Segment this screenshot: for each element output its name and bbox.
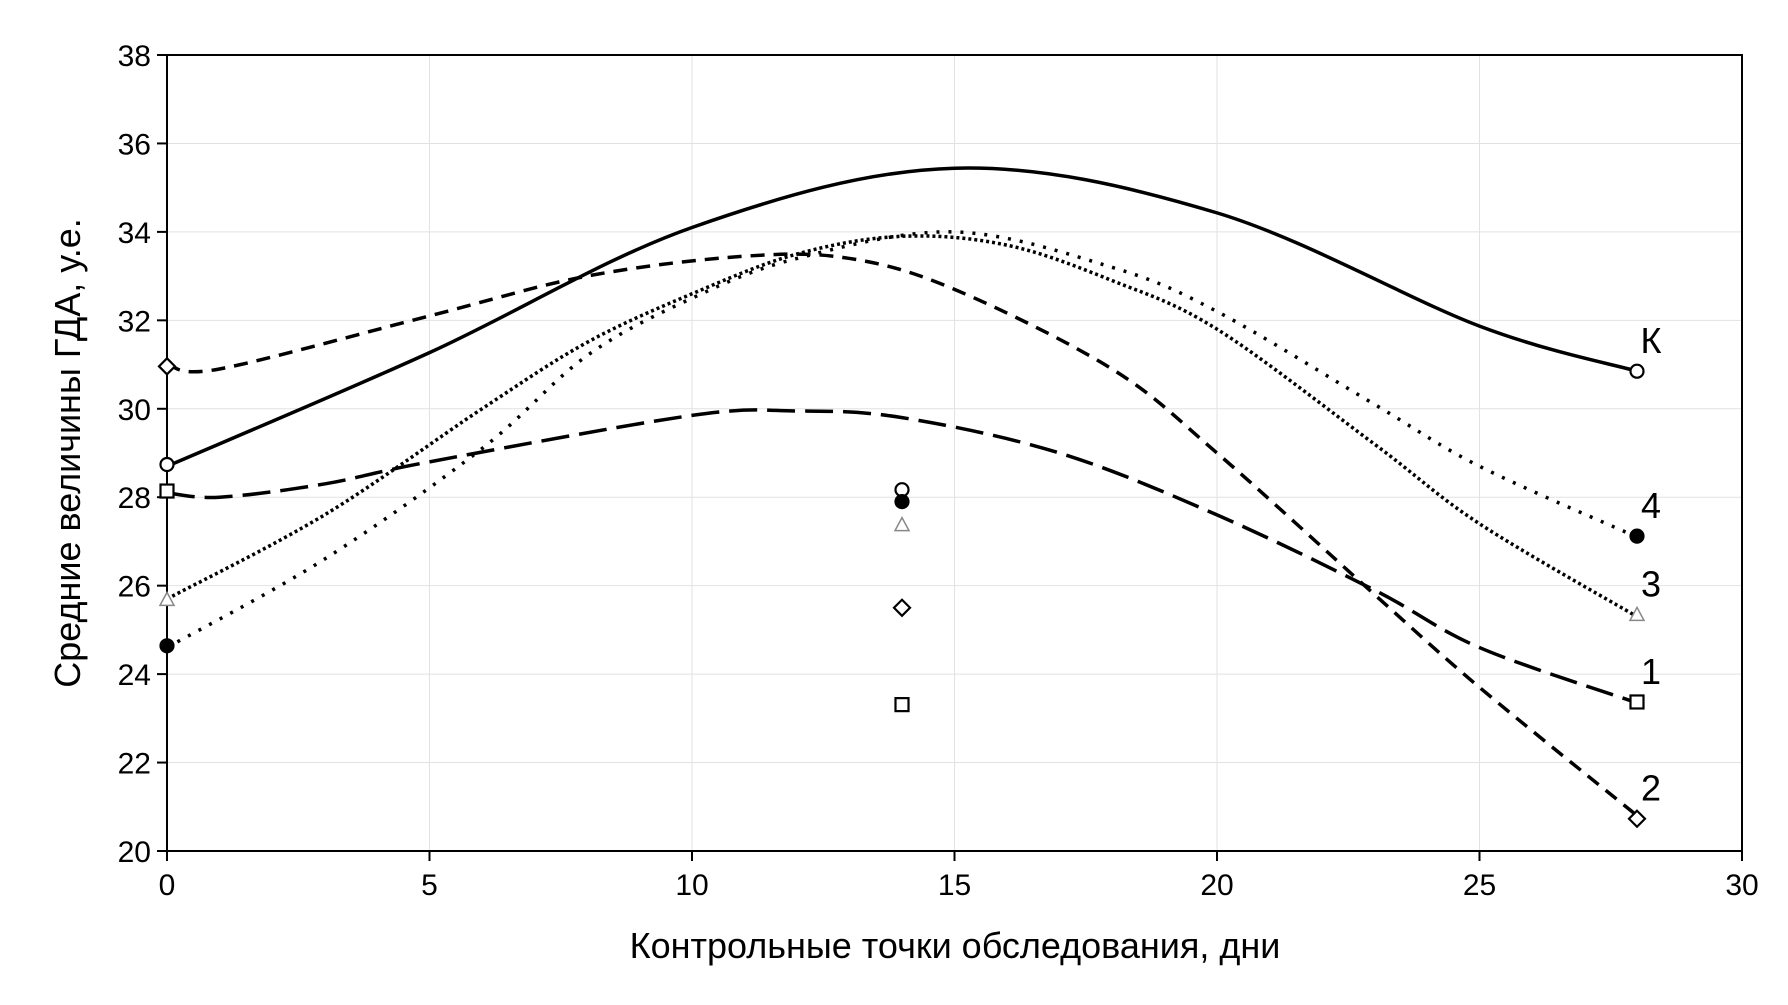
series-label: 3 bbox=[1641, 563, 1661, 604]
marker bbox=[894, 697, 910, 713]
marker bbox=[892, 598, 912, 618]
marker bbox=[157, 356, 177, 376]
series-label: К bbox=[1641, 320, 1662, 361]
y-tick-label: 30 bbox=[118, 394, 151, 427]
series-line bbox=[166, 408, 1638, 705]
y-tick-label: 34 bbox=[118, 217, 151, 250]
marker bbox=[893, 516, 911, 532]
marker bbox=[894, 494, 910, 510]
y-tick-label: 32 bbox=[118, 305, 151, 338]
marker bbox=[1627, 809, 1647, 829]
plot-frame bbox=[166, 54, 1743, 852]
y-tick-label: 20 bbox=[118, 836, 151, 869]
x-tick-label: 25 bbox=[1463, 869, 1496, 902]
marker bbox=[1629, 528, 1645, 544]
marker bbox=[159, 638, 175, 654]
y-tick-label: 38 bbox=[118, 40, 151, 73]
y-tick-label: 36 bbox=[118, 128, 151, 161]
x-tick-label: 0 bbox=[159, 869, 176, 902]
marker bbox=[1629, 363, 1645, 379]
x-tick-label: 30 bbox=[1725, 869, 1758, 902]
series-line bbox=[166, 252, 1639, 817]
x-tick-label: 20 bbox=[1200, 869, 1233, 902]
series-line bbox=[166, 166, 1638, 468]
marker bbox=[159, 483, 175, 499]
series-label: 2 bbox=[1641, 768, 1661, 809]
series-line bbox=[166, 234, 1638, 619]
series-label: 4 bbox=[1641, 485, 1661, 526]
series-label: 1 bbox=[1641, 651, 1661, 692]
marker bbox=[159, 456, 175, 473]
x-tick-label: 10 bbox=[675, 869, 708, 902]
marker bbox=[1629, 694, 1645, 710]
y-axis-label: Средние величины ГДА, у.е. bbox=[47, 218, 88, 687]
x-axis-label: Контрольные точки обследования, дни bbox=[630, 925, 1281, 966]
marker bbox=[158, 590, 176, 607]
x-tick-label: 5 bbox=[421, 869, 438, 902]
y-tick-label: 28 bbox=[118, 482, 151, 515]
y-tick-label: 26 bbox=[118, 571, 151, 604]
x-tick-label: 15 bbox=[938, 869, 971, 902]
y-tick-label: 22 bbox=[118, 748, 151, 781]
marker bbox=[1628, 605, 1646, 622]
y-tick-label: 24 bbox=[118, 659, 151, 692]
